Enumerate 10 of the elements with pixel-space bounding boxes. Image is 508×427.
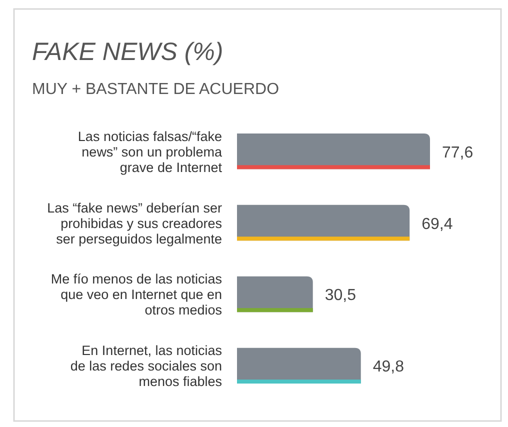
data-label: 69,4 — [422, 216, 453, 233]
y-tick-label: En Internet, las noticias de las redes sociales son menos fiables — [70, 343, 222, 390]
chart-subtitle: MUY + BASTANTE DE ACUERDO — [32, 81, 280, 98]
data-label: 77,6 — [442, 144, 474, 162]
data-label: 30,5 — [324, 287, 356, 304]
y-tick-label: Las noticias falsas/“fake news” son un problema grave de Internet — [78, 128, 222, 175]
y-tick-label: Las “fake news” deberían ser prohibidas y sus creadores ser perseguidos legalmente — [47, 200, 222, 246]
y-tick-label: Me fío menos de las noticias que veo en Internet que en otros medios — [50, 272, 222, 318]
chart-title: FAKE NEWS (%) — [32, 38, 224, 66]
data-label: 49,8 — [372, 358, 404, 376]
